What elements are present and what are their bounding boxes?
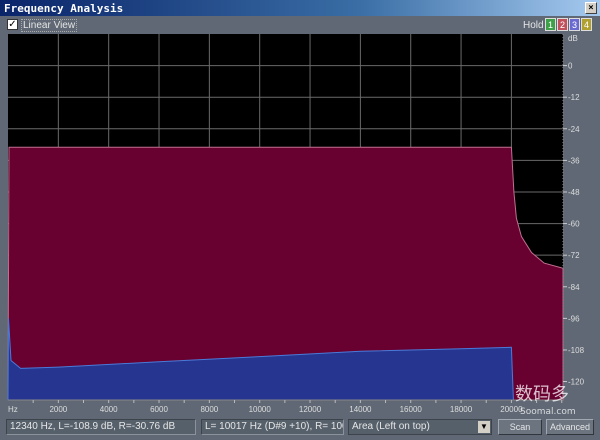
x-tick-label: 4000 bbox=[100, 405, 118, 414]
display-mode-select[interactable]: Area (Left on top) ▼ bbox=[348, 419, 492, 435]
y-axis-unit: dB bbox=[568, 34, 578, 43]
y-tick-label: -60 bbox=[568, 220, 580, 229]
scan-button[interactable]: Scan bbox=[498, 419, 542, 435]
x-tick-label: 8000 bbox=[200, 405, 218, 414]
y-tick-label: -84 bbox=[568, 283, 580, 292]
linear-view-checkbox[interactable]: ✓ bbox=[7, 19, 18, 30]
x-tick-label: 14000 bbox=[349, 405, 372, 414]
y-tick-label: 0 bbox=[568, 62, 573, 71]
y-tick-label: -96 bbox=[568, 314, 580, 323]
window-title: Frequency Analysis bbox=[4, 2, 124, 15]
x-tick-label: 18000 bbox=[450, 405, 473, 414]
y-tick-label: -72 bbox=[568, 251, 580, 260]
advanced-button[interactable]: Advanced bbox=[546, 419, 594, 435]
hold-button-3[interactable]: 3 bbox=[569, 18, 580, 31]
x-tick-label: 6000 bbox=[150, 405, 168, 414]
series-area-1 bbox=[7, 146, 564, 401]
chevron-down-icon[interactable]: ▼ bbox=[478, 421, 490, 433]
y-tick-label: -120 bbox=[568, 378, 585, 387]
x-tick-label: 16000 bbox=[400, 405, 423, 414]
y-tick-label: -12 bbox=[568, 93, 580, 102]
cursor-readout: 12340 Hz, L=-108.9 dB, R=-30.76 dB bbox=[6, 419, 196, 435]
title-bar: Frequency Analysis × bbox=[0, 0, 600, 16]
y-tick-label: -24 bbox=[568, 125, 580, 134]
x-tick-label: 12000 bbox=[299, 405, 322, 414]
hold-button-1[interactable]: 1 bbox=[545, 18, 556, 31]
x-axis-unit: Hz bbox=[8, 405, 18, 414]
x-tick-label: 2000 bbox=[49, 405, 67, 414]
hold-button-4[interactable]: 4 bbox=[581, 18, 592, 31]
x-tick-label: 20000 bbox=[500, 405, 523, 414]
watermark-logo: 数码多 bbox=[515, 384, 569, 405]
frequency-chart: dB 0 -12 -24 -36 -48 -60 -72 -84 -96 -108 -120 Hz 200… bbox=[7, 34, 585, 417]
linear-view-label[interactable]: Linear View bbox=[21, 19, 78, 32]
x-tick-label: 10000 bbox=[249, 405, 272, 414]
y-tick-label: -48 bbox=[568, 188, 580, 197]
hold-label: Hold bbox=[523, 20, 544, 31]
display-mode-value: Area (Left on top) bbox=[352, 421, 430, 432]
peak-readout: L= 10017 Hz (D#9 +10), R= 10017 Hz (D#9 … bbox=[201, 419, 344, 435]
hold-button-2[interactable]: 2 bbox=[557, 18, 568, 31]
y-tick-label: -36 bbox=[568, 156, 580, 165]
y-tick-label: -108 bbox=[568, 346, 585, 355]
watermark-url: Soomal.com bbox=[520, 407, 576, 417]
close-icon[interactable]: × bbox=[585, 2, 597, 14]
